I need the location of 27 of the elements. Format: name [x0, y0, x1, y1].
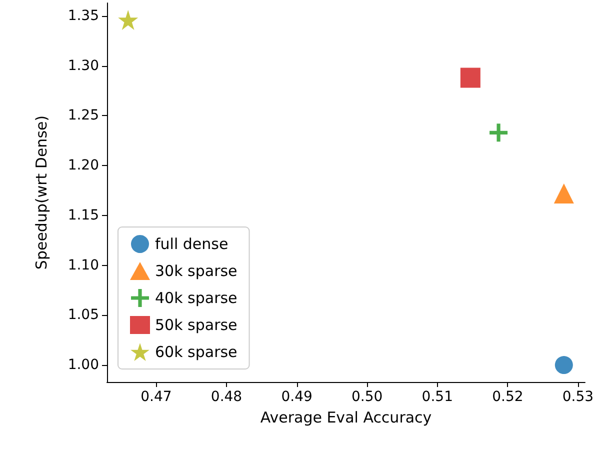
- x-tick-label: 0.52: [492, 389, 524, 405]
- x-tick-label: 0.47: [140, 389, 172, 405]
- y-tick-label: 1.35: [68, 8, 99, 24]
- x-tick-label: 0.48: [210, 389, 242, 405]
- point: [118, 10, 138, 30]
- point: [554, 356, 573, 374]
- x-axis-title: Average Eval Accuracy: [260, 408, 432, 426]
- point: [460, 68, 480, 88]
- legend-label: 50k sparse: [155, 316, 238, 334]
- x-tick-label: 0.53: [562, 389, 594, 405]
- legend-label: 30k sparse: [155, 262, 238, 280]
- point: [554, 183, 574, 204]
- x-tick-label: 0.51: [422, 389, 453, 405]
- y-tick-label: 1.30: [68, 58, 99, 74]
- y-tick-label: 1.00: [68, 357, 99, 374]
- legend-label: 60k sparse: [155, 343, 238, 361]
- y-axis-title: Speedup(wrt Dense): [32, 115, 50, 270]
- y-tick-label: 1.20: [68, 158, 99, 174]
- y-tick-label: 1.05: [68, 307, 99, 324]
- x-tick-label: 0.50: [352, 389, 383, 405]
- legend-label: full dense: [155, 235, 228, 253]
- legend-label: 40k sparse: [155, 289, 238, 307]
- point: [490, 124, 508, 142]
- y-tick-label: 1.10: [68, 257, 99, 274]
- x-tick-label: 0.49: [281, 389, 312, 405]
- y-tick-label: 1.15: [68, 207, 99, 224]
- y-tick-label: 1.25: [68, 108, 99, 124]
